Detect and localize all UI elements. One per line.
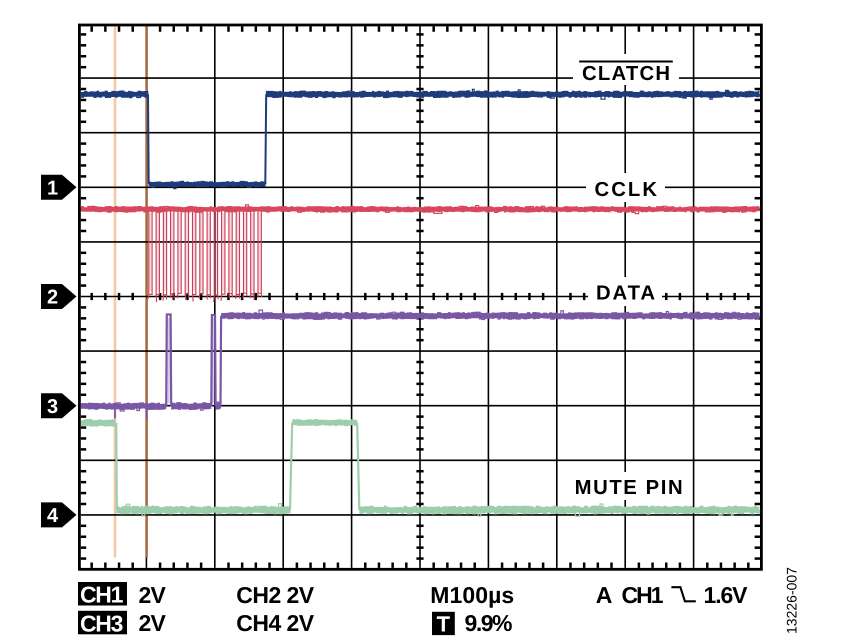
svg-text:CH3: CH3 bbox=[80, 610, 123, 636]
svg-text:CH4 2V: CH4 2V bbox=[236, 610, 314, 636]
svg-text:CH2 2V: CH2 2V bbox=[236, 582, 314, 608]
svg-text:13226-007: 13226-007 bbox=[784, 567, 800, 634]
svg-text:CH1: CH1 bbox=[80, 582, 124, 608]
svg-text:1.6V: 1.6V bbox=[704, 582, 749, 608]
svg-text:M100µs: M100µs bbox=[430, 582, 514, 608]
svg-text:CLATCH: CLATCH bbox=[582, 63, 670, 85]
svg-text:A: A bbox=[596, 582, 613, 608]
svg-text:4: 4 bbox=[47, 505, 59, 527]
svg-text:2: 2 bbox=[47, 287, 58, 309]
svg-text:DATA: DATA bbox=[596, 283, 655, 305]
svg-text:T: T bbox=[437, 612, 451, 637]
svg-text:2V: 2V bbox=[139, 610, 167, 636]
svg-text:9.9%: 9.9% bbox=[465, 610, 513, 636]
svg-text:3: 3 bbox=[47, 396, 58, 418]
svg-text:1: 1 bbox=[47, 178, 58, 200]
svg-text:CH1: CH1 bbox=[622, 582, 664, 608]
svg-text:MUTE PIN: MUTE PIN bbox=[575, 477, 683, 499]
svg-text:2V: 2V bbox=[139, 582, 167, 608]
